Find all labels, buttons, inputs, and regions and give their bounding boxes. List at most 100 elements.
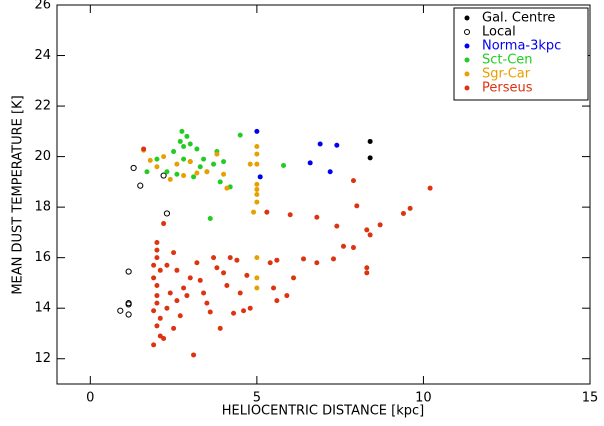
scatter-point [224, 282, 230, 288]
plot-frame [56, 4, 591, 385]
scatter-point [201, 156, 207, 162]
x-axis-title: HELIOCENTRIC DISTANCE [kpc] [222, 404, 424, 419]
scatter-point [171, 149, 177, 155]
scatter-point [367, 138, 373, 144]
scatter-point [157, 315, 163, 321]
scatter-point [274, 298, 280, 304]
scatter-point [154, 164, 160, 170]
scatter-point [400, 210, 406, 216]
scatter-point [154, 247, 160, 253]
scatter-point [284, 293, 290, 299]
scatter-point [207, 309, 213, 315]
scatter-point [214, 265, 220, 271]
scatter-point [125, 268, 132, 275]
legend-label: Perseus [482, 81, 533, 96]
scatter-point [251, 209, 257, 215]
scatter-point [221, 270, 227, 276]
scatter-point [179, 128, 185, 134]
scatter-point [151, 342, 157, 348]
legend-box [453, 7, 589, 101]
scatter-point [197, 164, 203, 170]
x-tick-label: 15 [582, 391, 599, 406]
scatter-point [181, 156, 187, 162]
scatter-point [154, 240, 160, 246]
scatter-point [241, 308, 247, 314]
legend-label: Sct-Cen [482, 53, 533, 68]
scatter-point [141, 146, 147, 152]
scatter-point [224, 185, 230, 191]
scatter-point [234, 257, 240, 263]
scatter-point [154, 300, 160, 306]
scatter-point [237, 132, 243, 138]
scatter-point [254, 128, 260, 134]
scatter-point [254, 275, 260, 281]
scatter-point [164, 305, 170, 311]
x-tick-label: 0 [86, 391, 94, 406]
scatter-point [177, 138, 183, 144]
scatter-point [163, 210, 171, 217]
y-tick-label: 26 [34, 0, 51, 13]
scatter-point [364, 227, 370, 233]
scatter-point [367, 232, 373, 238]
scatter-point [181, 173, 187, 179]
scatter-point [247, 305, 253, 311]
scatter-point [204, 300, 210, 306]
scatter-point [154, 282, 160, 288]
scatter-point [154, 293, 160, 299]
scatter-point [154, 156, 160, 162]
scatter-point [247, 161, 253, 167]
scatter-point [427, 185, 433, 191]
scatter-point [154, 323, 160, 329]
scatter-point [157, 267, 163, 273]
scatter-point [181, 143, 187, 149]
legend-marker [464, 15, 470, 21]
scatter-point [254, 181, 260, 187]
scatter-point [317, 141, 323, 147]
scatter-point [197, 277, 203, 283]
scatter-point [221, 159, 227, 165]
scatter-point [211, 161, 217, 167]
scatter-point [201, 290, 207, 296]
scatter-point [187, 275, 193, 281]
scatter-point [350, 245, 356, 251]
scatter-point [274, 257, 280, 263]
scatter-point [257, 174, 263, 180]
scatter-point [314, 260, 320, 266]
scatter-point [211, 255, 217, 261]
scatter-point [307, 160, 313, 166]
scatter-point [244, 272, 250, 278]
scatter-point [164, 262, 170, 268]
scatter-point [301, 256, 307, 262]
legend-label: Local [482, 25, 516, 40]
scatter-point [254, 255, 260, 261]
scatter-point [217, 179, 223, 185]
legend-marker [464, 29, 470, 35]
y-tick-label: 20 [34, 149, 51, 164]
scatter-point [187, 159, 193, 165]
legend-marker [464, 57, 470, 63]
legend-marker [464, 43, 470, 49]
scatter-point [194, 146, 200, 152]
scatter-point [217, 325, 223, 331]
scatter-point [161, 221, 167, 227]
scatter-point [177, 313, 183, 319]
y-tick-label: 14 [34, 301, 51, 316]
scatter-point [137, 182, 144, 189]
scatter-point [254, 199, 260, 205]
scatter-point [147, 157, 153, 163]
scatter-point [174, 171, 180, 177]
scatter-point [191, 352, 197, 358]
scatter-point [264, 209, 270, 215]
scatter-point [151, 308, 157, 314]
scatter-point [254, 186, 260, 192]
scatter-point [174, 267, 180, 273]
scatter-point [367, 155, 373, 161]
scatter-point [184, 133, 190, 139]
scatter-point [125, 301, 132, 308]
y-tick-label: 18 [34, 200, 51, 215]
scatter-point [340, 243, 346, 249]
scatter-point [254, 143, 260, 149]
scatter-point [237, 290, 243, 296]
y-tick-label: 22 [34, 99, 51, 114]
